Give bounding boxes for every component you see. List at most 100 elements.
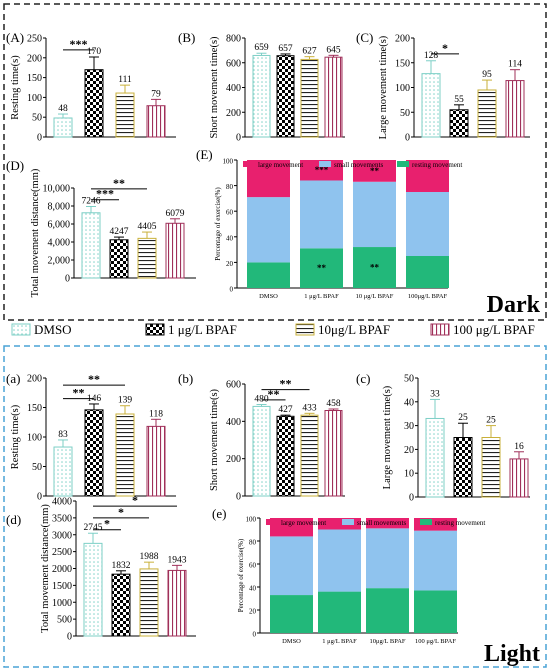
data-label: 118 xyxy=(149,409,163,419)
y-tick-label: 1500 xyxy=(52,581,72,592)
stack-small-e-3 xyxy=(414,530,457,591)
y-tick-label: 200 xyxy=(27,374,42,385)
y-tick-label: 8,000 xyxy=(48,202,71,213)
y-axis-label: Total movement distance(mm) xyxy=(30,168,41,297)
bar-c-3 xyxy=(509,458,529,498)
data-label: 627 xyxy=(302,47,317,57)
y-tick-label: 100 xyxy=(27,433,42,444)
y-tick-label: 50 xyxy=(32,113,42,124)
data-label: 1832 xyxy=(112,561,131,571)
y-tick-label: 0 xyxy=(65,274,70,285)
stack-legend-swatch xyxy=(266,519,278,525)
bar-c-1 xyxy=(453,437,473,498)
bar-d-3 xyxy=(167,569,187,637)
data-label: 139 xyxy=(118,396,133,406)
panel-label: (b) xyxy=(178,371,193,386)
significance-mark: ** xyxy=(268,387,280,401)
data-label: 7246 xyxy=(82,196,101,206)
bar-A-1 xyxy=(84,69,104,138)
bar-B-0 xyxy=(252,54,271,138)
significance-mark: ** xyxy=(370,263,380,273)
stack-large-e-0 xyxy=(270,518,313,537)
panel-label: (B) xyxy=(178,30,195,45)
panel-label: (c) xyxy=(356,371,370,386)
y-tick-label: 600 xyxy=(226,380,241,391)
bar-B-1 xyxy=(276,55,295,138)
bar-d-0 xyxy=(83,542,103,637)
y-axis-label: Percentage of exercise(%) xyxy=(237,538,245,612)
significance-mark: *** xyxy=(96,187,114,201)
bar-b-0 xyxy=(252,405,271,497)
y-tick-label: 800 xyxy=(226,34,241,45)
data-label: 4247 xyxy=(110,227,129,237)
section-label-light: Light xyxy=(484,641,540,667)
bar-b-2 xyxy=(300,414,319,497)
y-tick-label: 100 xyxy=(223,158,234,166)
y-tick-label: 50 xyxy=(404,374,414,385)
stack-legend-swatch xyxy=(397,161,409,167)
x-tick-label: DMSO xyxy=(259,293,278,300)
significance-mark: * xyxy=(442,41,448,55)
y-tick-label: 3500 xyxy=(52,513,72,524)
y-axis-label: Resting time(s) xyxy=(10,404,21,469)
significance-mark: ** xyxy=(88,372,100,386)
bar-D-2 xyxy=(137,237,157,279)
stack-small-E-2 xyxy=(353,181,396,248)
x-tick-label: 100μg/L BPAF xyxy=(408,293,448,300)
stack-small-e-2 xyxy=(366,528,409,589)
bar-C-3 xyxy=(505,80,525,138)
significance-mark: * xyxy=(104,517,110,531)
significance-mark: *** xyxy=(315,165,329,175)
stack-resting-e-0 xyxy=(270,595,313,633)
x-tick-label: 10 μg/L BPAF xyxy=(356,293,394,300)
legend-label: 10μg/L BPAF xyxy=(318,322,390,337)
bar-c-2 xyxy=(481,437,501,498)
significance-mark: *** xyxy=(70,37,88,51)
y-tick-label: 150 xyxy=(395,58,410,69)
x-tick-label: 10μg/L BPAF xyxy=(369,638,405,645)
data-label: 2745 xyxy=(84,523,103,533)
data-label: 433 xyxy=(302,403,317,413)
data-label: 657 xyxy=(278,44,293,54)
y-tick-label: 0 xyxy=(236,133,241,144)
panel-label: (e) xyxy=(212,506,226,521)
group-legend: DMSO 1 μg/L BPAF 10μg/L BPAF 100 μg/L BPAF xyxy=(11,322,535,337)
stack-resting-e-2 xyxy=(366,588,409,633)
y-tick-label: 200 xyxy=(395,34,410,45)
bar-a-0 xyxy=(53,446,73,497)
y-tick-label: 60 xyxy=(249,562,257,570)
stack-legend-label: small movements xyxy=(357,519,406,527)
y-tick-label: 0 xyxy=(236,492,241,503)
y-tick-label: 0 xyxy=(405,133,410,144)
bar-A-0 xyxy=(53,117,73,138)
y-tick-label: 40 xyxy=(249,585,257,593)
data-label: 95 xyxy=(482,70,492,80)
y-tick-label: 40 xyxy=(226,234,234,242)
y-tick-label: 100 xyxy=(246,516,257,524)
legend-label: 1 μg/L BPAF xyxy=(168,322,237,337)
bar-a-2 xyxy=(115,413,135,497)
stack-small-E-0 xyxy=(247,197,290,263)
chart-panel-e: (e) 0 20 40 60 80 100 Percentage of exercise(%)… xyxy=(212,506,485,645)
stack-small-e-0 xyxy=(270,536,313,596)
stack-large-e-2 xyxy=(366,518,409,529)
y-tick-label: 1000 xyxy=(52,598,72,609)
chart-panel-a: (a) 0 50 100 150 200 Resting time(s) 83 146 139 11… xyxy=(6,371,176,503)
bar-C-2 xyxy=(477,89,497,138)
data-label: 458 xyxy=(326,399,341,409)
y-tick-label: 20 xyxy=(249,608,257,616)
data-label: 170 xyxy=(87,47,102,57)
y-tick-label: 0 xyxy=(37,492,42,503)
bar-b-1 xyxy=(276,415,295,497)
panel-label: (C) xyxy=(356,30,373,45)
y-tick-label: 50 xyxy=(32,462,42,473)
data-label: 1943 xyxy=(168,555,187,565)
chart-panel-B: (B) 0 200 400 600 800 Short movement time(s) 65… xyxy=(178,30,345,144)
data-label: 16 xyxy=(514,442,524,452)
stack-legend-swatch xyxy=(342,519,354,525)
bar-C-0 xyxy=(421,73,441,138)
y-tick-label: 6,000 xyxy=(48,220,71,231)
significance-mark: ** xyxy=(370,166,380,176)
data-label: 1988 xyxy=(140,552,159,562)
